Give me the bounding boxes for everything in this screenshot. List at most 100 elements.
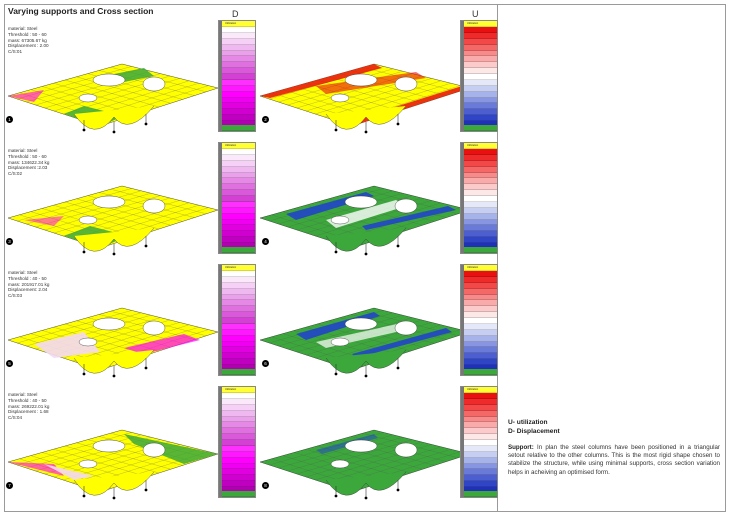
d2-legend-swatch (222, 184, 255, 191)
u1-opening (344, 73, 378, 87)
d1-opening (142, 76, 166, 92)
u3-support-point (364, 374, 368, 378)
view-number-left: 5 (6, 360, 13, 367)
d2-opening (92, 195, 126, 209)
d2-legend-swatch (222, 166, 255, 173)
d3-legend-swatch (222, 306, 255, 313)
d1-legend-swatch (222, 103, 255, 110)
structure-view-u-1 (259, 63, 471, 134)
u3-opening (394, 320, 418, 336)
d2-legend-header: Utilization (222, 143, 255, 149)
d4-underside-curve (73, 471, 155, 496)
d1-legend-swatch (222, 62, 255, 69)
u4-opening (330, 459, 350, 469)
d1-legend-swatch (222, 56, 255, 63)
u3-legend-swatch (464, 312, 497, 319)
d3-opening (92, 317, 126, 331)
u4-legend-footer (464, 491, 497, 497)
d2-opening (142, 198, 166, 214)
row-info-line: Displacement : 1.68 (8, 409, 49, 415)
d2-support-point (82, 250, 86, 254)
u3-legend-swatch (464, 288, 497, 295)
u1-legend-swatch (464, 68, 497, 75)
d4-legend-swatch (222, 398, 255, 405)
legend-key-u: U- utilization (508, 419, 548, 426)
view-number-left: 3 (6, 238, 13, 245)
u2-legend-footer (464, 247, 497, 253)
u4-legend-swatch (464, 398, 497, 405)
u2-legend-scale-bar (461, 143, 464, 253)
d2-legend-swatch (222, 219, 255, 226)
u2-legend-swatch (464, 213, 497, 220)
u3-opening (344, 317, 378, 331)
row-info-line: Threshold : 50 - 60 (8, 31, 47, 37)
u1-opening (330, 93, 350, 103)
support-note-text: In plan the steel columns have been posi… (508, 444, 720, 476)
u3-legend-swatch (464, 300, 497, 307)
u2-opening (394, 198, 418, 214)
u2-legend-swatch (464, 172, 497, 179)
row-info-2: material: Steel Threshold : 50 - 60 mass: … (8, 148, 49, 177)
u4-legend-swatch (464, 463, 497, 470)
d2-legend-swatch (222, 172, 255, 179)
row-info-line: Threshold : 40 - 50 (8, 397, 47, 403)
u2-legend-swatch (464, 160, 497, 167)
d2-legend-swatch (222, 190, 255, 197)
u4-legend-swatch (464, 451, 497, 458)
u2-legend: Utilization (460, 142, 498, 254)
u4-legend-swatch (464, 440, 497, 446)
u2-legend-swatch (464, 225, 497, 232)
u1-legend-header: Utilization (464, 21, 497, 27)
u1-stress-zone (260, 64, 382, 98)
d4-legend-swatch (222, 434, 255, 441)
d4-support-point (82, 494, 86, 498)
view-number-right: 4 (262, 238, 269, 245)
u2-legend-swatch (464, 178, 497, 185)
u3-legend-swatch (464, 359, 497, 366)
u1-underside-curve (325, 105, 407, 130)
u3-mesh-line (324, 324, 442, 362)
u3-legend-swatch (464, 318, 497, 324)
u4-legend-swatch (464, 469, 497, 476)
d1-legend-header: Utilization (222, 21, 255, 27)
u3-underside-curve (325, 349, 407, 374)
u1-legend-swatch (464, 85, 497, 92)
u3-legend-scale-bar (461, 265, 464, 375)
d3-legend-swatch (222, 341, 255, 348)
u1-legend-swatch (464, 79, 497, 86)
row-info-line: Threshold : 40 - 50 (8, 275, 47, 281)
u2-legend-swatch (464, 196, 497, 202)
d3-support-point (82, 372, 86, 376)
d4-legend-swatch (222, 422, 255, 429)
u3-legend-header: Utilization (464, 265, 497, 271)
d4-opening (78, 459, 98, 469)
u2-legend-swatch (464, 149, 497, 155)
d3-legend-swatch (222, 359, 255, 366)
d3-legend-swatch (222, 271, 255, 277)
u1-legend-swatch (464, 115, 497, 122)
u3-support-point (334, 372, 338, 376)
d3-legend-swatch (222, 318, 255, 324)
d1-support-point (112, 130, 116, 134)
d4-stress-zone (124, 434, 218, 464)
u3-legend-swatch (464, 341, 497, 348)
d1-support-point (82, 128, 86, 132)
row-info-line: C/S:01 (8, 49, 23, 55)
u3-legend-swatch (464, 329, 497, 336)
row-info-line: material: Steel (8, 26, 38, 31)
u4-legend-swatch (464, 416, 497, 423)
u2-stress-zone (362, 206, 456, 230)
d1-legend-swatch (222, 85, 255, 92)
u3-legend-swatch (464, 353, 497, 360)
u2-legend-swatch (464, 166, 497, 173)
d2-legend-swatch (222, 154, 255, 161)
u4-support-point (396, 488, 400, 492)
structure-view-d-3 (7, 307, 219, 378)
d3-legend-footer (222, 369, 255, 375)
d3-legend-swatch (222, 335, 255, 342)
d2-legend-scale-bar (219, 143, 222, 253)
d4-legend-swatch (222, 416, 255, 423)
row-info-line: Displacement: 2.04 (8, 287, 48, 293)
sheet-title: Varying supports and Cross section (8, 6, 154, 16)
u3-legend: Utilization (460, 264, 498, 376)
